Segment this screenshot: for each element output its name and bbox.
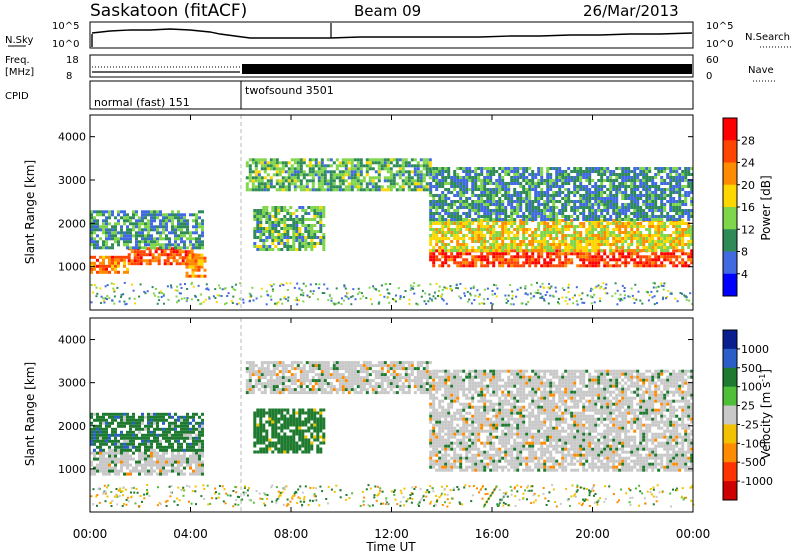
power-colorbar-tick: 28 — [741, 134, 755, 147]
velocity-colorbar-segment — [723, 424, 737, 444]
velocity-colorbar-tick: -100 — [741, 437, 766, 450]
power-echo-region-4 — [253, 206, 326, 251]
x-tick-label: 12:00 — [374, 527, 409, 541]
velocity-colorbar-segment — [723, 462, 737, 482]
power-colorbar-segment — [723, 184, 737, 208]
power-colorbar-segment — [723, 118, 737, 141]
cpid-panel: CPID normal (fast) 151 twofsound 3501 — [5, 80, 694, 110]
power-colorbar-tick: 16 — [741, 201, 755, 214]
y-tick-label: 3000 — [58, 174, 86, 187]
power-near-range-speckle — [90, 281, 694, 306]
freq-tick-top-right: 60 — [706, 55, 719, 66]
velocity-colorbar-tick: -25 — [741, 418, 759, 431]
y-tick-label: 1000 — [58, 463, 86, 476]
velocity-colorbar-label: Velocity [m s-1] — [758, 369, 773, 459]
nsky-tick-top-left: 10^5 — [52, 21, 79, 32]
velocity-colorbar-segment — [723, 386, 737, 407]
y-tick-label: 1000 — [58, 261, 86, 274]
velocity-colorbar-segment — [723, 481, 737, 501]
nsearch-label: N.Search — [745, 32, 790, 43]
velocity-colorbar-tick: 25 — [741, 400, 755, 413]
power-ylabel: Slant Range [km] — [23, 160, 37, 264]
freq-series-twofsound — [242, 64, 692, 74]
nsky-tick-bottom-left: 10^0 — [52, 39, 79, 50]
velocity-panel: 1000 2000 3000 4000 Slant Range [km] 1000 50… — [23, 115, 773, 554]
freq-tick-top-left: 18 — [66, 55, 79, 66]
x-tick-label: 20:00 — [575, 527, 610, 541]
power-colorbar-segment — [723, 162, 737, 186]
y-tick-label: 2000 — [58, 217, 86, 230]
power-colorbar-segment — [723, 229, 737, 252]
velocity-colorbar-segment — [723, 405, 737, 425]
power-colorbar-tick: 8 — [741, 246, 748, 259]
x-tick-label: 08:00 — [274, 527, 309, 541]
power-echo-region-0 — [90, 255, 129, 274]
nsky-panel: N.Sky 10^5 10^0 10^5 10^0 N.Search — [5, 21, 793, 50]
velocity-colorbar-tick: 500 — [741, 362, 762, 375]
x-tick-label: 04:00 — [173, 527, 208, 541]
power-colorbar-segment — [723, 251, 737, 275]
power-colorbar-label: Power [dB] — [759, 175, 773, 240]
power-colorbar-segment — [723, 140, 737, 163]
cpid-segment-normal: normal (fast) 151 — [94, 96, 190, 109]
velocity-colorbar-segment — [723, 348, 737, 369]
velocity-colorbar-segment — [723, 367, 737, 388]
nsky-tick-bottom-right: 10^0 — [706, 39, 733, 50]
velocity-ylabel: Slant Range [km] — [23, 362, 37, 466]
velocity-echo-region-1 — [90, 412, 204, 452]
cpid-segment-twofsound: twofsound 3501 — [245, 84, 334, 97]
power-echo-region-5 — [245, 158, 432, 192]
power-echo-region-3 — [185, 253, 207, 278]
y-tick-label: 4000 — [58, 334, 86, 347]
beam-title: Beam 09 — [354, 2, 421, 20]
x-axis-label: Time UT — [365, 540, 416, 554]
power-echo-region-2 — [90, 210, 204, 250]
velocity-echo-region-3 — [245, 361, 432, 395]
power-colorbar-tick: 20 — [741, 179, 755, 192]
cpid-label: CPID — [5, 91, 29, 102]
power-colorbar-tick: 4 — [741, 268, 748, 281]
power-colorbar-tick: 12 — [741, 223, 755, 236]
freq-tick-bottom-left: 8 — [66, 71, 72, 82]
velocity-colorbar-tick: -1000 — [741, 475, 773, 488]
freq-tick-bottom-right: 0 — [706, 71, 712, 82]
y-tick-label: 2000 — [58, 420, 86, 433]
nave-label: Nave — [748, 65, 774, 76]
nsky-tick-top-right: 10^5 — [706, 21, 733, 32]
velocity-colorbar-segment — [723, 330, 737, 350]
freq-unit-label: [MHz] — [5, 67, 34, 78]
freq-label: Freq. — [5, 55, 30, 66]
date-title: 26/Mar/2013 — [583, 2, 679, 20]
station-title: Saskatoon (fitACF) — [90, 1, 247, 21]
x-tick-label: 00:00 — [676, 527, 711, 541]
nsky-label: N.Sky — [5, 35, 33, 46]
power-echo-region-7 — [429, 219, 694, 252]
power-echo-region-8 — [429, 167, 694, 221]
velocity-echo-region-4 — [429, 369, 694, 472]
freq-panel: Freq. [MHz] 18 8 60 0 Nave — [5, 54, 775, 82]
velocity-colorbar-tick: 100 — [741, 381, 762, 394]
x-tick-label: 16:00 — [475, 527, 510, 541]
power-colorbar-tick: 24 — [741, 157, 755, 170]
power-colorbar-segment — [723, 273, 737, 297]
power-colorbar-segment — [723, 207, 737, 230]
velocity-near-range-speckle — [90, 484, 695, 508]
velocity-echo-region-0 — [90, 451, 204, 476]
velocity-colorbar-segment — [723, 443, 737, 463]
power-panel: 1000 2000 3000 4000 Slant Range [km] 28 24 20… — [23, 114, 773, 311]
velocity-colorbar-tick: 1000 — [741, 343, 769, 356]
y-tick-label: 3000 — [58, 377, 86, 390]
velocity-colorbar-tick: -500 — [741, 456, 766, 469]
y-tick-label: 4000 — [58, 131, 86, 144]
velocity-echo-region-2 — [253, 408, 326, 454]
x-tick-label: 00:00 — [73, 527, 108, 541]
nsky-series — [91, 28, 693, 39]
